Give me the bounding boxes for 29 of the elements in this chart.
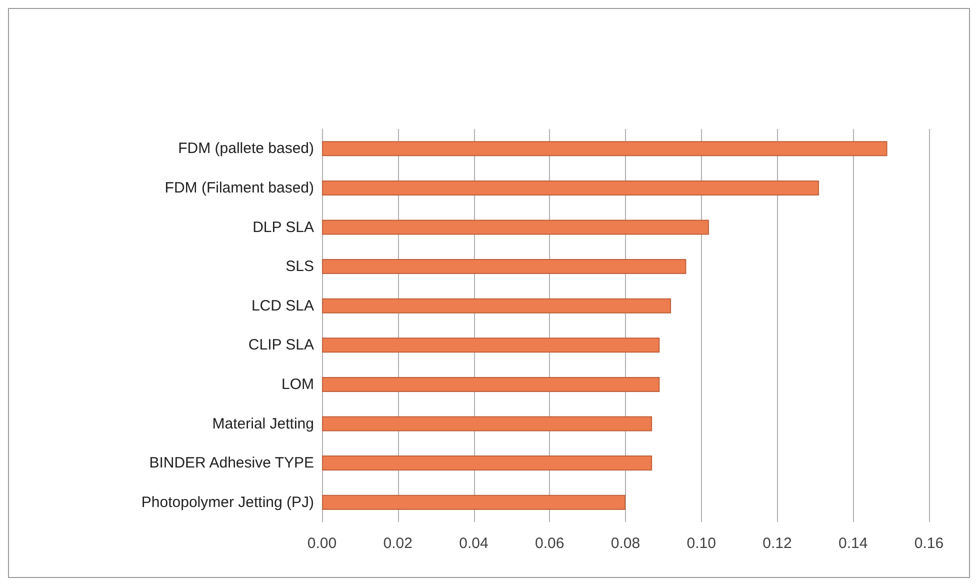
bar <box>322 259 686 274</box>
x-tick-label: 0.06 <box>535 535 564 552</box>
y-tick-label: Material Jetting <box>212 415 314 432</box>
x-tick-label: 0.16 <box>914 535 944 552</box>
bar <box>322 141 888 156</box>
x-tick-label: 0.08 <box>610 535 640 552</box>
bar <box>322 338 660 353</box>
x-tick-label: 0.00 <box>307 535 337 552</box>
y-tick-label: FDM (Filament based) <box>164 179 314 196</box>
x-tick-label: 0.04 <box>459 535 488 552</box>
bar <box>322 180 819 196</box>
y-tick-label: CLIP SLA <box>248 336 314 354</box>
bar <box>322 494 626 510</box>
x-tick-label: 0.02 <box>383 535 412 552</box>
bar <box>322 416 652 432</box>
y-tick-label: LCD SLA <box>251 297 314 314</box>
bar <box>322 456 652 471</box>
y-tick-label: SLS <box>286 258 314 276</box>
bar <box>322 220 709 235</box>
bar <box>322 376 660 392</box>
y-tick-label: LOM <box>281 376 314 393</box>
y-tick-label: Photopolymer Jetting (PJ) <box>141 494 314 511</box>
y-tick-label: FDM (pallete based) <box>178 140 314 158</box>
x-tick-label: 0.12 <box>762 535 792 552</box>
y-tick-label: DLP SLA <box>252 218 314 236</box>
y-tick-label: BINDER Adhesive TYPE <box>149 454 314 472</box>
x-tick-label: 0.14 <box>838 535 868 552</box>
x-tick-label: 0.10 <box>686 535 716 552</box>
bar <box>322 298 672 314</box>
